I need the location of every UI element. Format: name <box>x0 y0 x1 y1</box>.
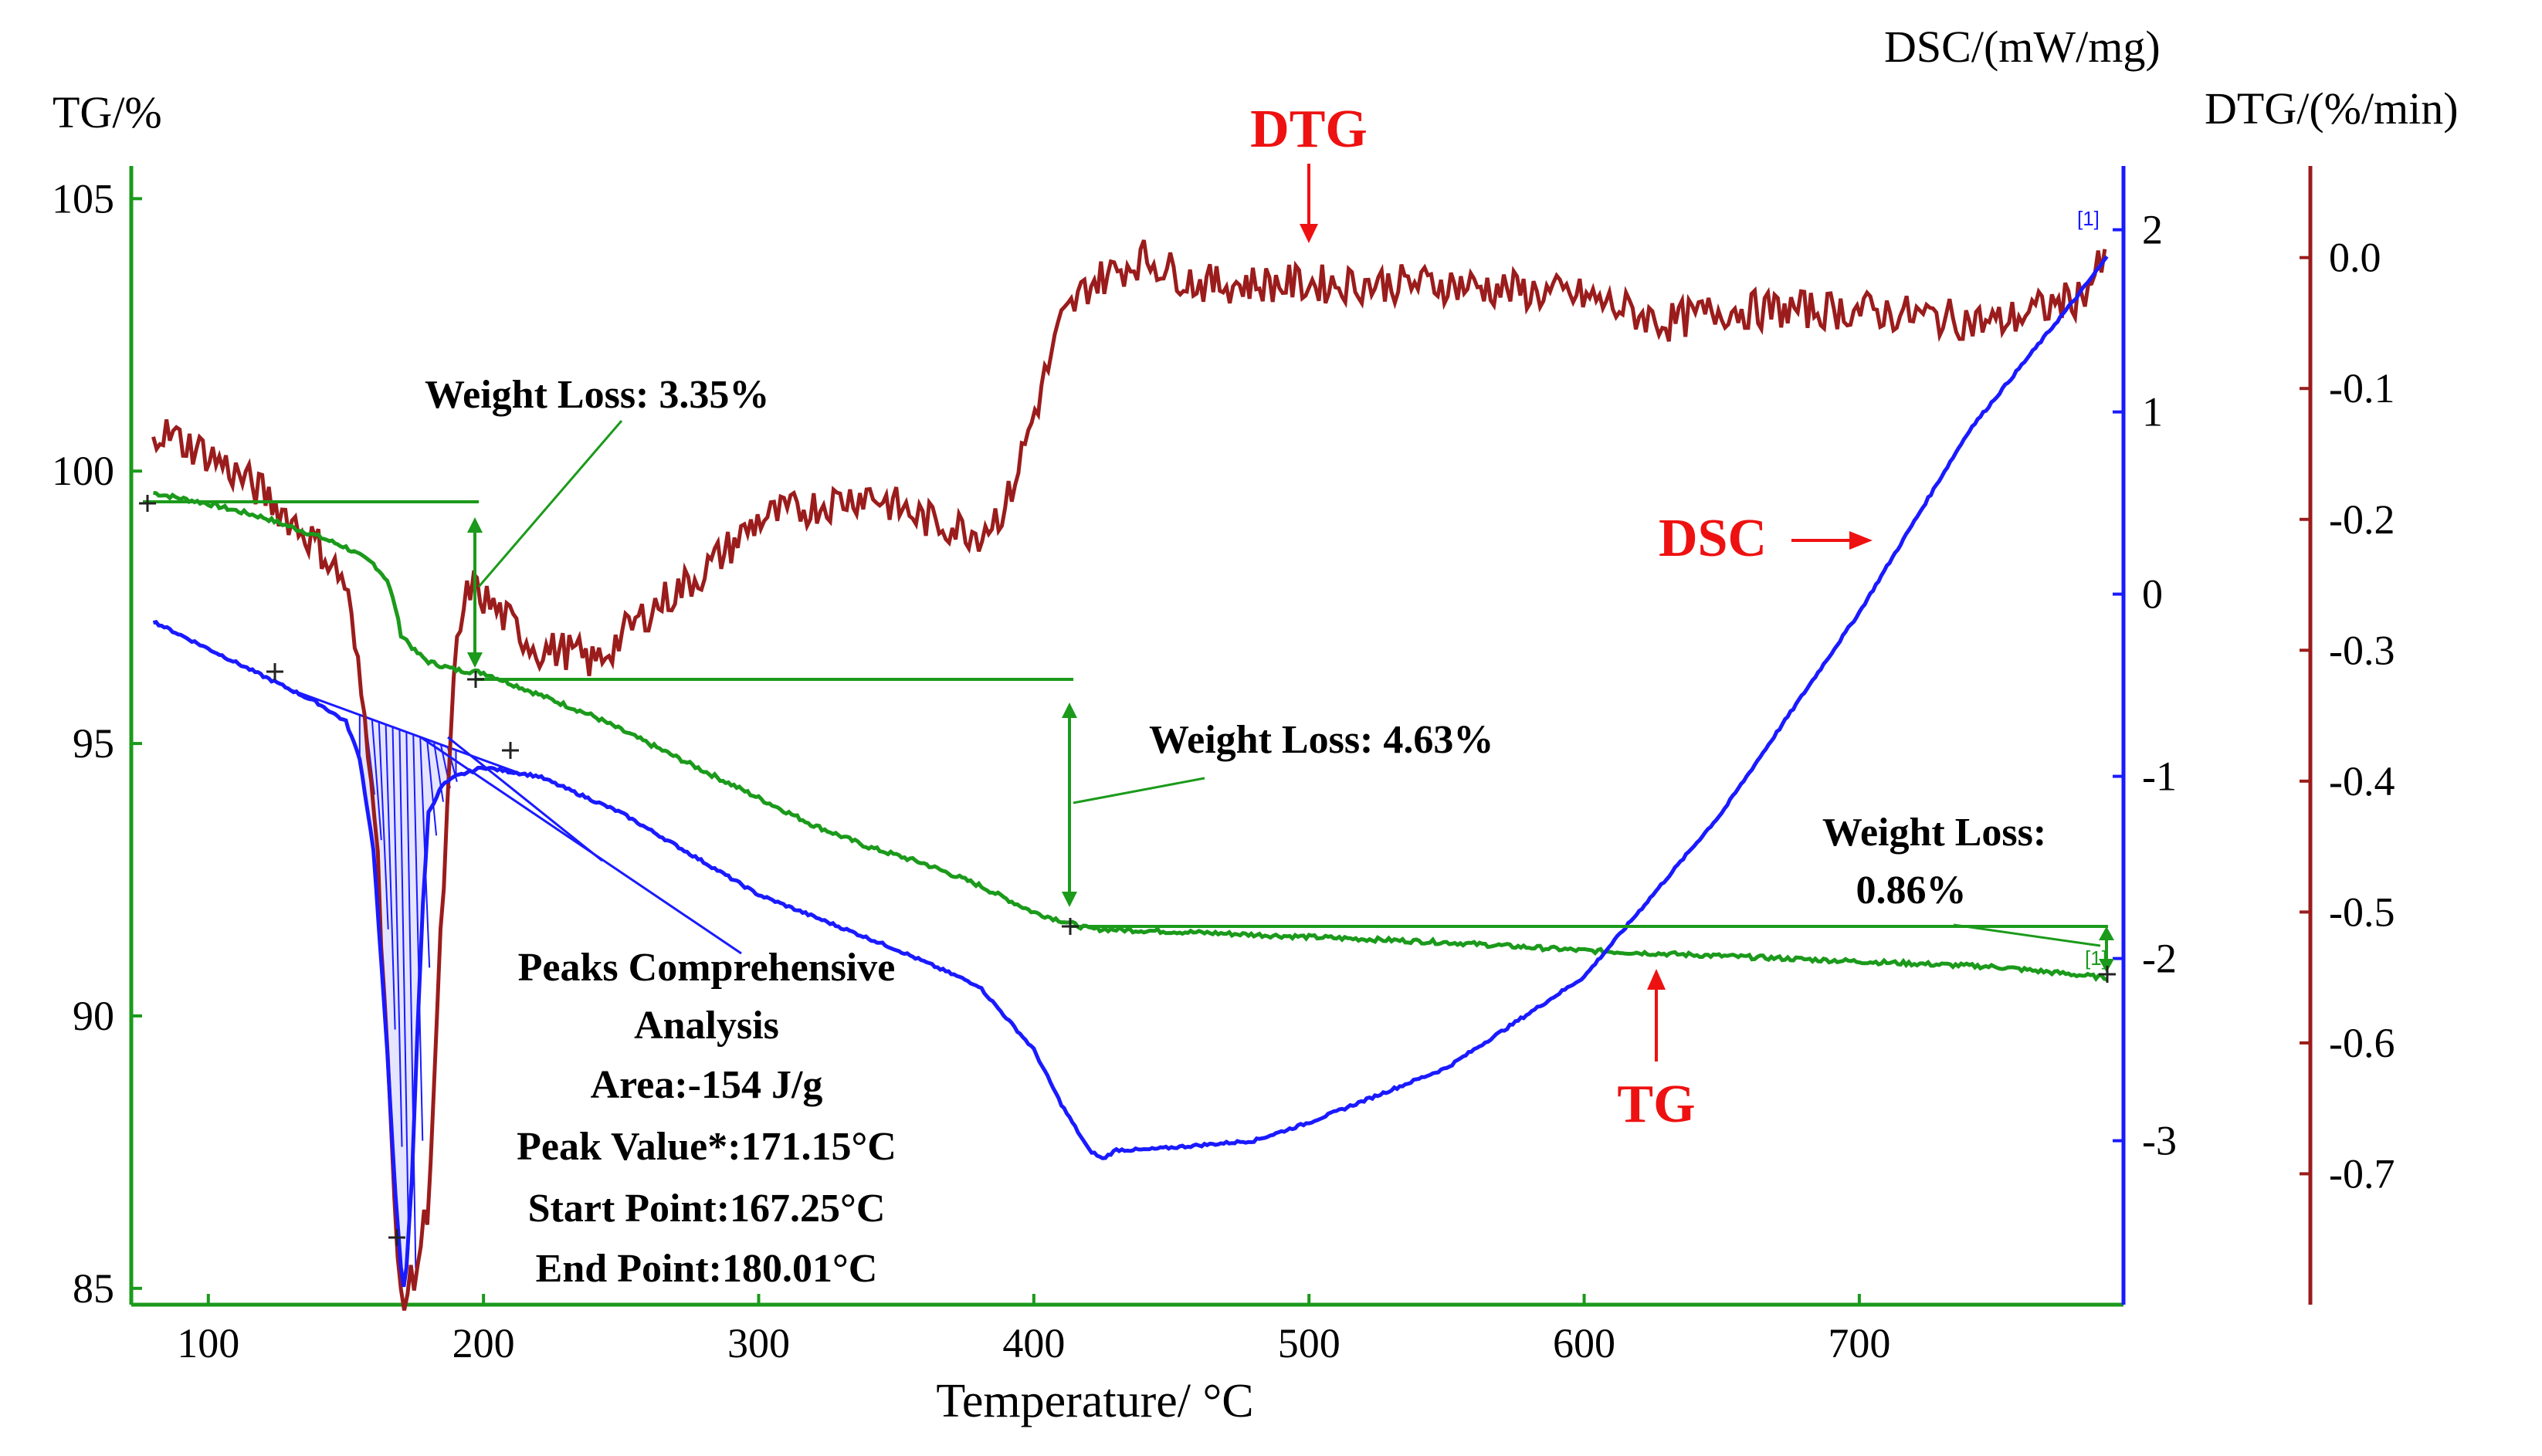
marker-dsc-start <box>266 663 283 680</box>
leader-loss2 <box>1073 777 1205 804</box>
y-tick-label: 2 <box>2142 207 2163 253</box>
leader-peaks-a <box>420 736 742 955</box>
y-tick-label: 85 <box>73 1265 114 1312</box>
x-axis-title: Temperature/ °C <box>936 1375 1253 1427</box>
point-markers <box>139 495 2116 1246</box>
tg-series-label: TG <box>1617 1075 1695 1134</box>
y-tick-label: -0.3 <box>2329 627 2395 673</box>
peak-hatch-line <box>412 734 424 1141</box>
peak-analysis-line-1: Peaks Comprehensive <box>518 946 896 990</box>
weight-loss-3-line2: 0.86% <box>1856 869 1967 913</box>
peak-analysis-end: End Point:180.01°C <box>536 1247 878 1291</box>
y-tick-label: 100 <box>52 448 114 494</box>
marker-tg-start <box>139 495 156 512</box>
marker-dsc-peak <box>388 1229 405 1246</box>
y-tick-label: 95 <box>73 720 114 767</box>
arrow-head-1a <box>467 517 483 533</box>
y-tick-label: -0.2 <box>2329 496 2395 543</box>
tg-series-line <box>153 491 2108 982</box>
y-tick-label: 1 <box>2142 389 2163 435</box>
weight-loss-3-line1: Weight Loss: <box>1822 811 2046 855</box>
arrow-head-3a <box>2099 926 2114 940</box>
y-tick-label: -0.7 <box>2329 1150 2395 1197</box>
weight-loss-2: Weight Loss: 4.63% <box>1149 718 1493 762</box>
peak-hatch-line <box>405 732 417 1268</box>
x-tick-label: 400 <box>1002 1320 1065 1366</box>
peak-analysis-line-2: Analysis <box>634 1004 779 1048</box>
dtg-series-line <box>151 239 2107 1311</box>
peak-hatch-line <box>371 719 382 841</box>
dtg-label-arrow-head <box>1300 224 1318 243</box>
dtg-series-label: DTG <box>1250 100 1368 159</box>
weight-loss-1: Weight Loss: 3.35% <box>425 373 769 417</box>
peak-analysis-peak-value: Peak Value*:171.15°C <box>517 1125 896 1169</box>
dsc-series-label: DSC <box>1659 509 1767 568</box>
tg-label-arrow-head <box>1647 969 1666 990</box>
peak-hatch-line <box>433 741 444 802</box>
y-tick-label: -0.6 <box>2329 1020 2395 1066</box>
x-tick-group: 100 200 300 400 500 600 700 <box>177 1294 1890 1366</box>
tg-axis-title: TG/% <box>53 87 162 137</box>
dtg-tick-group: 0.0 -0.1 -0.2 -0.3 -0.4 -0.5 -0.6 -0.7 <box>2300 235 2395 1197</box>
leader-loss1 <box>477 420 623 587</box>
x-tick-label: 300 <box>727 1320 790 1366</box>
peak-analysis-box: Peaks Comprehensive Analysis Area:-154 J… <box>517 946 896 1291</box>
tg-tick-group: 105 100 95 90 85 <box>52 175 142 1312</box>
peak-hatch-line <box>385 724 396 1030</box>
dtg-axis-title: DTG/(%/min) <box>2205 83 2459 134</box>
y-tick-label: 0 <box>2142 571 2163 618</box>
marker-tg-200 <box>467 671 484 688</box>
tg-end-tag: [1] <box>2085 946 2107 970</box>
arrow-head-2a <box>1062 703 1077 718</box>
x-tick-label: 500 <box>1278 1320 1340 1366</box>
x-tick-label: 600 <box>1553 1320 1615 1366</box>
dsc-tick-group: 2 1 0 -1 -2 -3 <box>2113 207 2177 1164</box>
peak-hatch-line <box>398 729 410 1251</box>
marker-dsc-end <box>502 742 519 759</box>
x-tick-label: 100 <box>177 1320 239 1366</box>
peak-hatch-line <box>426 739 438 836</box>
peak-analysis-start: Start Point:167.25°C <box>528 1187 886 1231</box>
y-tick-label: 90 <box>73 993 114 1039</box>
x-tick-label: 200 <box>452 1320 515 1366</box>
arrow-head-1b <box>467 652 483 668</box>
leader-loss3 <box>1953 923 2101 947</box>
peak-baseline <box>290 689 520 774</box>
x-tick-label: 700 <box>1828 1320 1890 1366</box>
leader-peaks-b <box>447 736 603 862</box>
y-tick-label: 105 <box>52 175 114 222</box>
weight-loss-guides <box>143 420 2114 973</box>
marker-tg-end <box>2099 966 2116 983</box>
marker-tg-420 <box>1062 918 1079 935</box>
dsc-axis-title: DSC/(mW/mg) <box>1884 22 2161 72</box>
y-tick-label: -1 <box>2142 753 2177 800</box>
y-tick-label: -0.5 <box>2329 889 2395 935</box>
peak-analysis-area: Area:-154 J/g <box>591 1063 823 1107</box>
dsc-label-arrow-head <box>1849 531 1873 550</box>
y-tick-label: -2 <box>2142 936 2177 982</box>
y-tick-label: -0.1 <box>2329 365 2395 411</box>
y-tick-label: 0.0 <box>2329 235 2381 281</box>
dsc-end-tag: [1] <box>2077 207 2100 230</box>
arrow-head-2b <box>1062 892 1077 907</box>
y-tick-label: -0.4 <box>2329 758 2395 804</box>
peak-hatch-line <box>391 726 403 1147</box>
dsc-series-line <box>152 255 2109 1288</box>
y-tick-label: -3 <box>2142 1118 2177 1164</box>
peak-hatch-line <box>378 722 389 929</box>
